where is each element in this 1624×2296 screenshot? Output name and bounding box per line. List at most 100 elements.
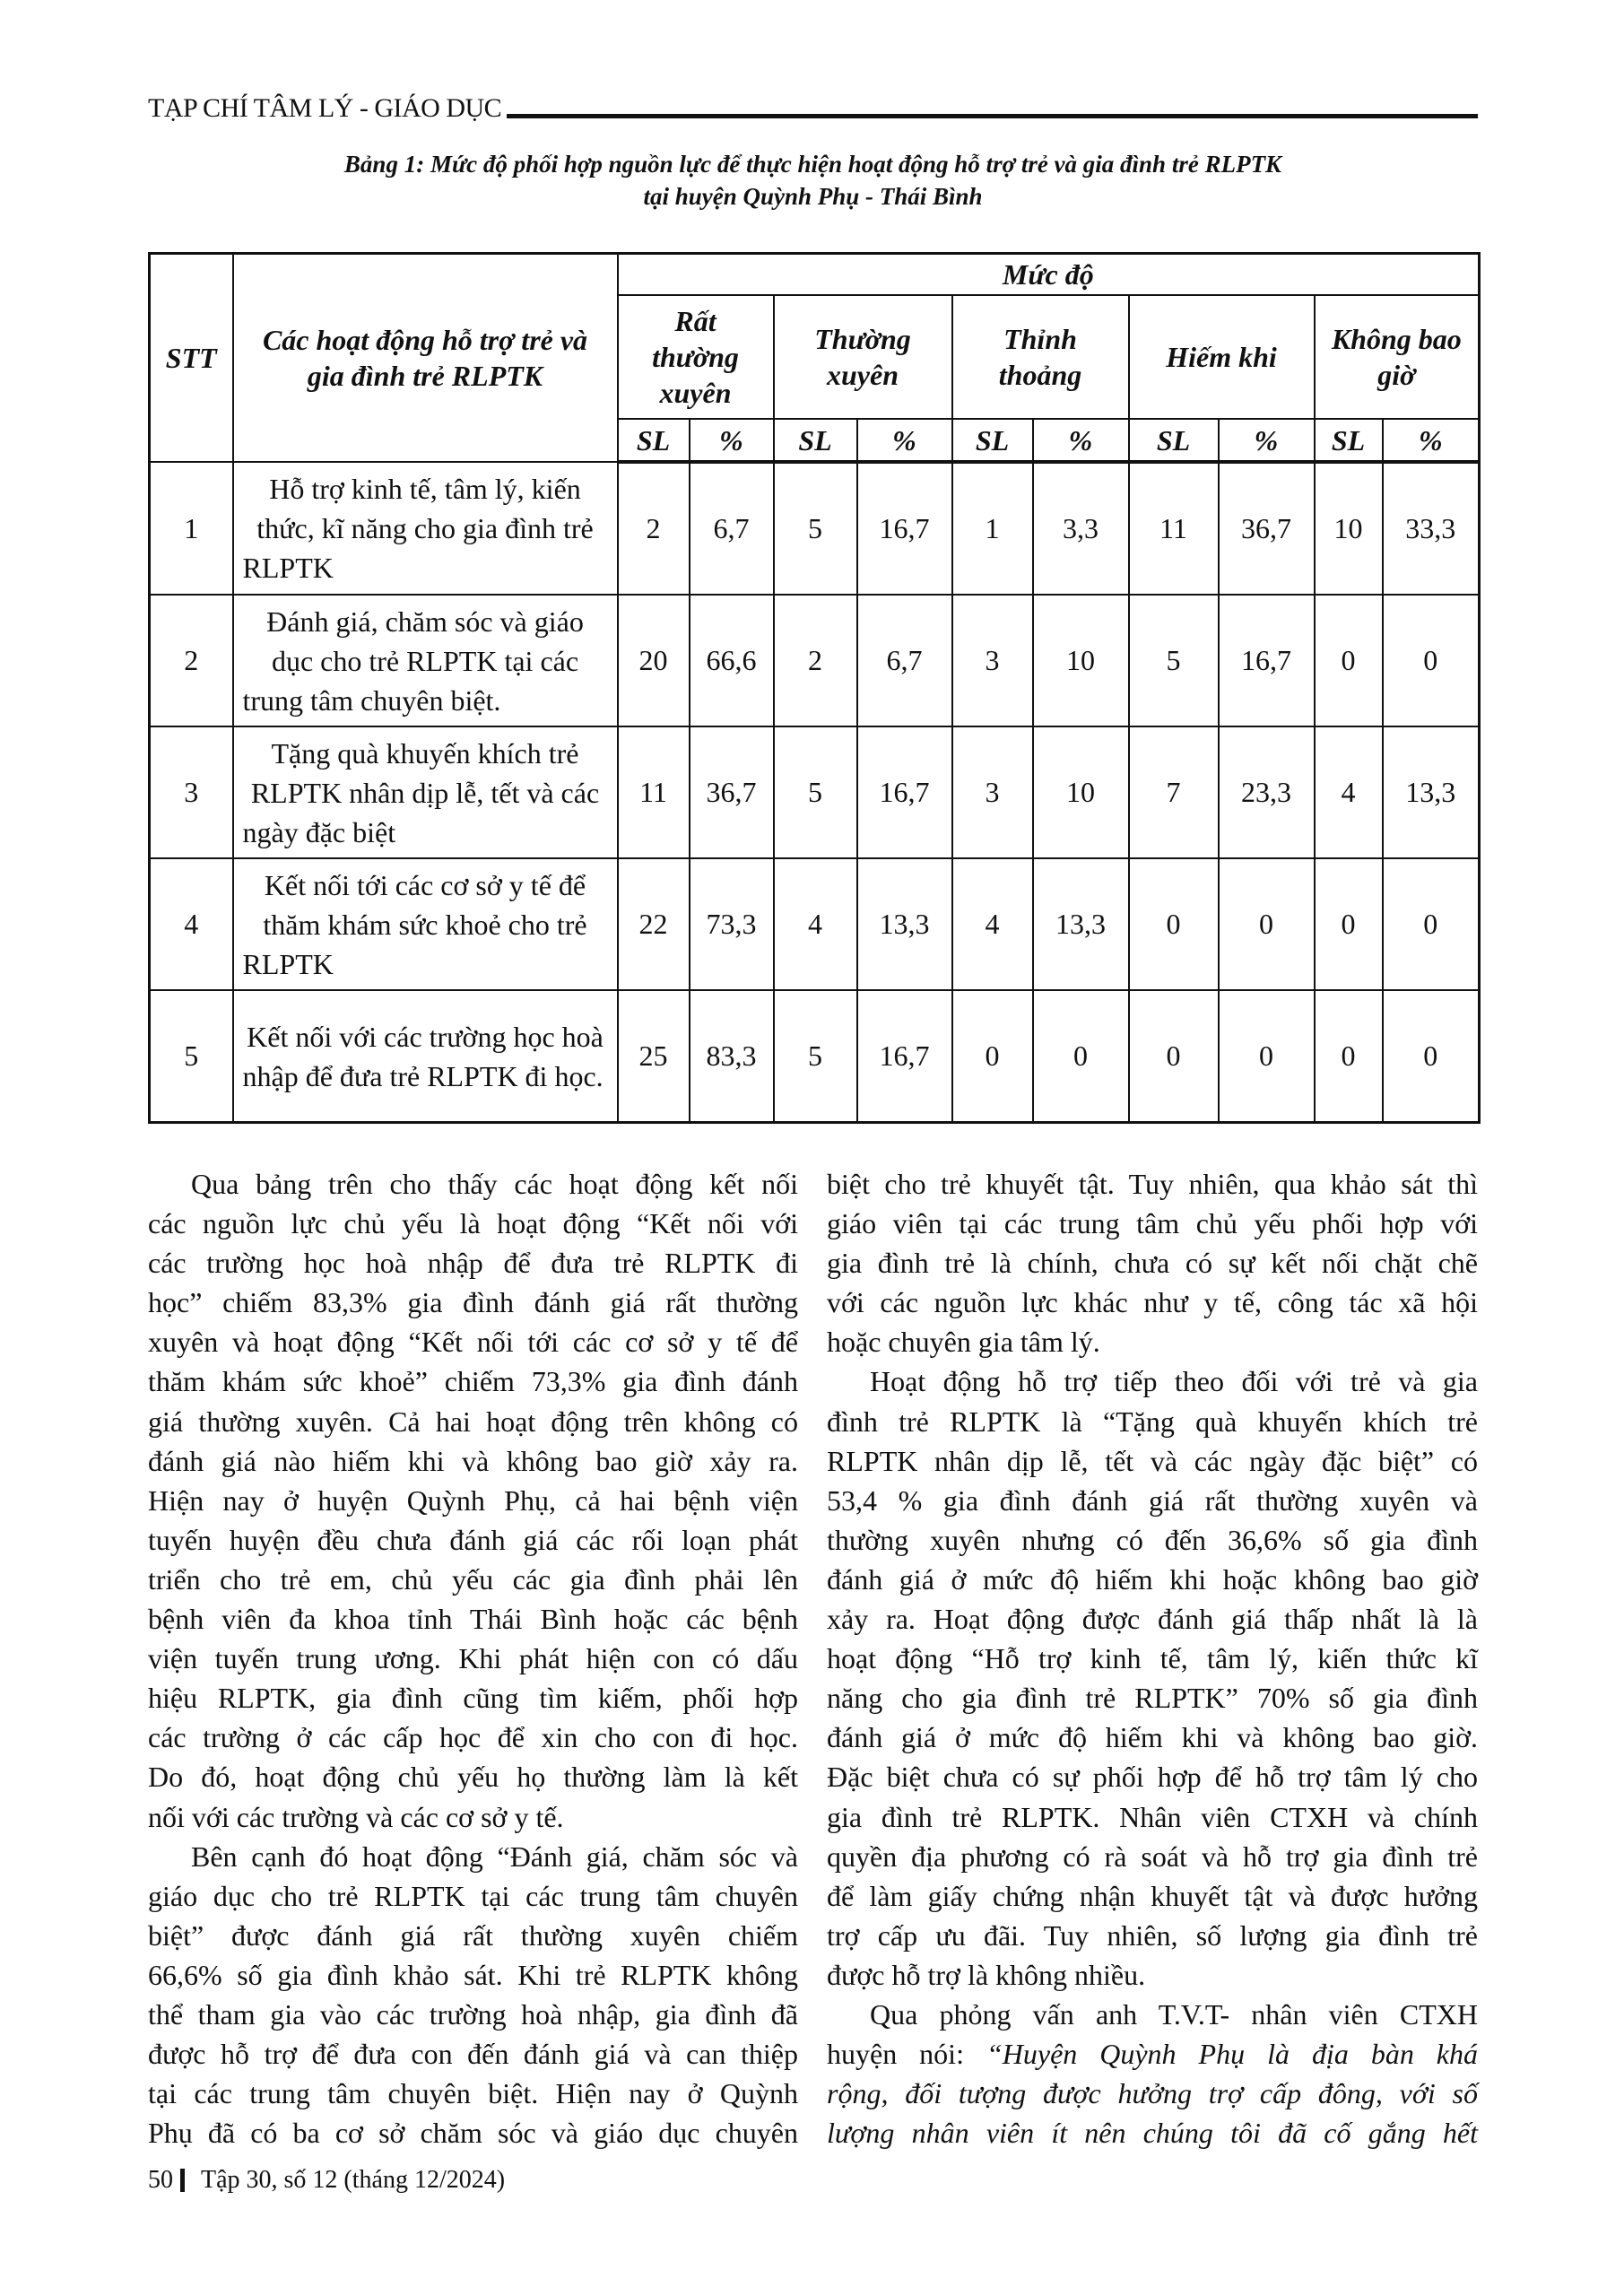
cell-percent: 0	[1217, 857, 1316, 991]
cell-activity: Đánh giá, chăm sóc và giáo dục cho trẻ R…	[231, 594, 619, 727]
text-line: tuyến huyện đều chưa đánh giá các rối lo…	[148, 1523, 798, 1556]
cell-count: 0	[951, 989, 1034, 1124]
page-number: 50	[148, 2166, 173, 2194]
cell-percent: 36,7	[1217, 461, 1316, 596]
text-line: giáo viên tại các trung tâm chủ yếu phối…	[827, 1207, 1478, 1240]
cell-count: 22	[616, 857, 690, 991]
cell-percent: 3,3	[1031, 461, 1130, 596]
header-sl: SL	[616, 418, 690, 464]
quote-segment: lượng nhân viên ít nên chúng tôi đã cố g…	[827, 2117, 1478, 2150]
header-level-group: Mức độ	[616, 252, 1481, 296]
cell-activity: Hỗ trợ kinh tế, tâm lý, kiến thức, kĩ nă…	[231, 461, 619, 596]
text-line: xuyên và hoạt động “Kết nối tới các cơ s…	[148, 1326, 798, 1359]
text-line: Hiện nay ở huyện Quỳnh Phụ, cả hai bệnh …	[148, 1483, 798, 1517]
body-column-left: Qua bảng trên cho thấy các hoạt động kết…	[148, 1164, 798, 2152]
text-line: Bên cạnh đó hoạt động “Đánh giá, chăm só…	[191, 1839, 798, 1873]
header-stt: STT	[148, 252, 234, 463]
text-line: hiệu RLPTK, gia đình cũng tìm kiếm, phối…	[148, 1682, 798, 1715]
text-line: các trường học hoà nhập để đưa trẻ RLPTK…	[148, 1247, 798, 1280]
paragraph: Qua bảng trên cho thấy các hoạt động kết…	[148, 1164, 798, 1837]
cell-percent: 0	[1381, 857, 1481, 991]
paragraph: Qua phỏng vấn anh T.V.T- nhân viên CTXH h…	[827, 1995, 1478, 2152]
header-pct: %	[1381, 418, 1481, 464]
cell-percent: 6,7	[688, 461, 775, 596]
data-table: STT Các hoạt động hỗ trợ trẻ và gia đình…	[148, 252, 1481, 1124]
header-level: Thỉnh thoảng	[951, 294, 1130, 420]
issue-info: Tập 30, số 12 (tháng 12/2024)	[201, 2166, 506, 2194]
cell-count: 7	[1127, 726, 1220, 859]
text-line: thể tham gia vào các trường hoà nhập, gi…	[148, 1997, 798, 2031]
text-line: Qua bảng trên cho thấy các hoạt động kết…	[191, 1168, 798, 1200]
text-line: được hỗ trợ để đưa con đến đánh giá và c…	[148, 2038, 798, 2071]
header-sl: SL	[951, 418, 1034, 464]
header-pct: %	[688, 418, 775, 464]
text-line: đình trẻ RLPTK là “Tặng quà khuyến khích…	[827, 1405, 1478, 1438]
cell-count: 2	[772, 594, 858, 727]
text-line: bệnh viên đa khoa tỉnh Thái Bình hoặc cá…	[148, 1603, 798, 1636]
text-line: học” chiếm 83,3% gia đình đánh giá rất t…	[148, 1286, 798, 1319]
text-line: Qua phỏng vấn anh T.V.T- nhân viên CTXH	[870, 1997, 1478, 2031]
text-line: đánh giá ở mức độ hiếm khi hoặc không ba…	[827, 1562, 1478, 1596]
running-header: TẠP CHÍ TÂM LÝ - GIÁO DỤC	[148, 86, 1478, 122]
cell-count: 0	[1127, 989, 1220, 1124]
cell-percent: 23,3	[1217, 726, 1316, 859]
text-line: gia đình trẻ RLPTK. Nhân viên CTXH và ch…	[827, 1800, 1478, 1833]
text-line: biệt” được đánh giá rất thường xuyên chi…	[148, 1918, 798, 1952]
cell-stt: 4	[148, 857, 234, 991]
header-sl: SL	[1127, 418, 1220, 464]
text-line: rộng, đối tượng được hưởng trợ cấp đông,…	[827, 2074, 1478, 2113]
text-line: hoạt động “Hỗ trợ kinh tế, tâm lý, kiến …	[827, 1642, 1478, 1675]
cell-count: 11	[616, 726, 690, 859]
header-level: Hiếm khi	[1127, 294, 1316, 420]
cell-percent: 0	[1381, 594, 1481, 727]
header-rule	[507, 114, 1478, 118]
body-column-right: biệt cho trẻ khuyết tật. Tuy nhiên, qua …	[827, 1164, 1478, 2152]
text-line: biệt cho trẻ khuyết tật. Tuy nhiên, qua …	[827, 1168, 1478, 1200]
paragraph: Hoạt động hỗ trợ tiếp theo đối với trẻ v…	[827, 1361, 1478, 1995]
cell-count: 4	[951, 857, 1034, 991]
cell-percent: 16,7	[855, 726, 953, 859]
text-line: 66,6% số gia đình khảo sát. Khi trẻ RLPT…	[148, 1958, 798, 1991]
text-segment: huyện nói:	[827, 2038, 986, 2071]
text-line: tại các trung tâm chuyên biệt. Hiện nay …	[148, 2077, 798, 2110]
text-line: viện tuyến trung ương. Khi phát hiện con…	[148, 1642, 798, 1675]
cell-count: 3	[951, 726, 1034, 859]
cell-stt: 3	[148, 726, 234, 859]
header-pct: %	[1217, 418, 1316, 464]
text-line: 53,4 % gia đình đánh giá rất thường xuyê…	[827, 1483, 1478, 1517]
cell-activity: Kết nối tới các cơ sở y tế để thăm khám …	[231, 857, 619, 991]
text-line: Do đó, hoạt động chủ yếu họ thường làm l…	[148, 1761, 798, 1794]
text-line: Đặc biệt chưa có sự phối hợp để hỗ trợ t…	[827, 1761, 1478, 1794]
header-pct: %	[855, 418, 953, 464]
cell-count: 2	[616, 461, 690, 596]
header-level: Rất thường xuyên	[616, 294, 775, 420]
cell-count: 3	[951, 594, 1034, 727]
text-line: gia đình trẻ là chính, chưa có sự kết nố…	[827, 1247, 1478, 1280]
cell-percent: 73,3	[688, 857, 775, 991]
cell-activity: Tặng quà khuyến khích trẻ RLPTK nhân dịp…	[231, 726, 619, 859]
cell-stt: 1	[148, 461, 234, 596]
header-sl: SL	[772, 418, 858, 464]
text-line: năng cho gia đình trẻ RLPTK” 70% số gia …	[827, 1682, 1478, 1715]
cell-count: 0	[1313, 857, 1384, 991]
table-row: 4 Kết nối tới các cơ sở y tế để thăm khám…	[148, 857, 1481, 991]
text-line: huyện nói: “Huyện Quỳnh Phụ là địa bàn k…	[827, 2034, 1478, 2074]
caption-line: tại huyện Quỳnh Phụ - Thái Bình	[643, 183, 983, 210]
cell-stt: 5	[148, 989, 234, 1124]
text-line: với các nguồn lực khác như y tế, công tá…	[827, 1286, 1478, 1319]
cell-percent: 36,7	[688, 726, 775, 859]
cell-percent: 66,6	[688, 594, 775, 727]
header-level: Không bao giờ	[1313, 294, 1481, 420]
text-line: triển cho trẻ em, chủ yếu các gia đình p…	[148, 1562, 798, 1596]
text-line: hoặc chuyên gia tâm lý.	[827, 1326, 1100, 1359]
cell-percent: 10	[1031, 726, 1130, 859]
text-line: lượng nhân viên ít nên chúng tôi đã cố g…	[827, 2113, 1478, 2152]
text-line: quyền địa phương có rà soát và hỗ trợ gi…	[827, 1839, 1478, 1873]
cell-count: 11	[1127, 461, 1220, 596]
text-line: thăm khám sức khoẻ” chiếm 73,3% gia đình…	[148, 1365, 798, 1398]
cell-count: 5	[772, 726, 858, 859]
table-row: 3 Tặng quà khuyến khích trẻ RLPTK nhân dị…	[148, 726, 1481, 859]
cell-count: 5	[772, 461, 858, 596]
cell-percent: 83,3	[688, 989, 775, 1124]
cell-percent: 13,3	[1031, 857, 1130, 991]
